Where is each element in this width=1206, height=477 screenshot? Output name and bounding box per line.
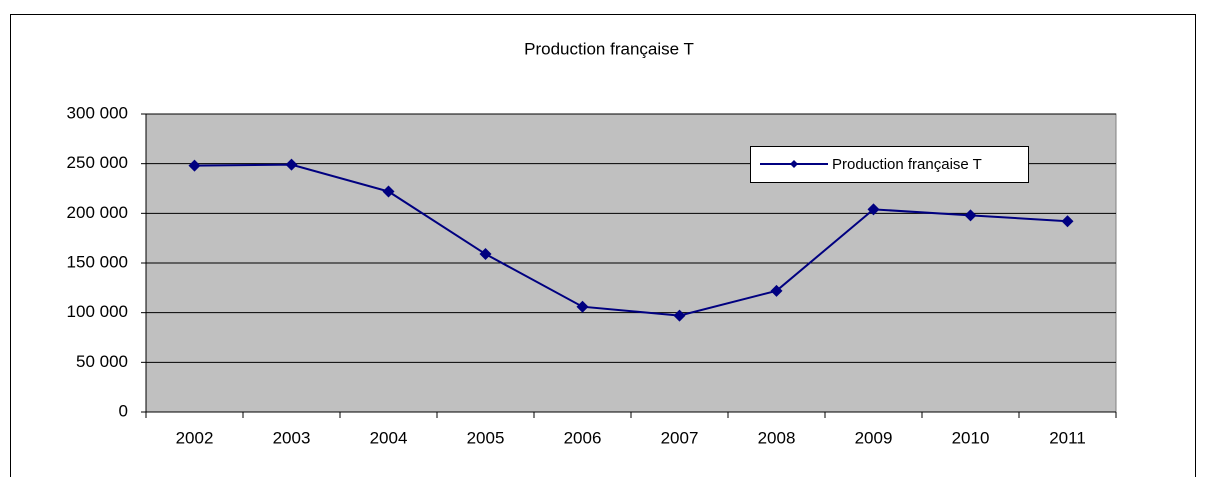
marker — [673, 309, 686, 322]
marker — [1061, 215, 1074, 228]
y-tick-label: 50 000 — [76, 352, 128, 371]
y-tick-label: 250 000 — [67, 153, 128, 172]
x-tick-label: 2010 — [952, 428, 990, 447]
x-tick-label: 2008 — [758, 428, 796, 447]
y-tick-label: 0 — [119, 401, 128, 420]
legend-marker — [790, 160, 798, 168]
marker — [964, 209, 977, 222]
series-line — [194, 163, 1068, 317]
marker — [285, 158, 298, 171]
x-tick-label: 2002 — [176, 428, 214, 447]
x-tick-label: 2005 — [467, 428, 505, 447]
marker — [770, 284, 783, 297]
y-tick-label: 300 000 — [67, 103, 128, 122]
marker — [188, 159, 201, 172]
x-tick-label: 2006 — [564, 428, 602, 447]
marker — [479, 248, 492, 261]
y-tick-label: 100 000 — [67, 302, 128, 321]
marker — [576, 300, 589, 313]
x-tick-label: 2007 — [661, 428, 699, 447]
chart-title: Production française T — [524, 39, 694, 58]
y-tick-label: 150 000 — [67, 252, 128, 271]
x-tick-label: 2003 — [273, 428, 311, 447]
legend-label: Production française T — [832, 156, 982, 173]
x-tick-label: 2009 — [855, 428, 893, 447]
x-tick-label: 2004 — [370, 428, 408, 447]
x-tick-label: 2011 — [1049, 428, 1086, 447]
marker — [382, 185, 395, 198]
marker — [867, 203, 880, 216]
y-tick-label: 200 000 — [67, 203, 128, 222]
